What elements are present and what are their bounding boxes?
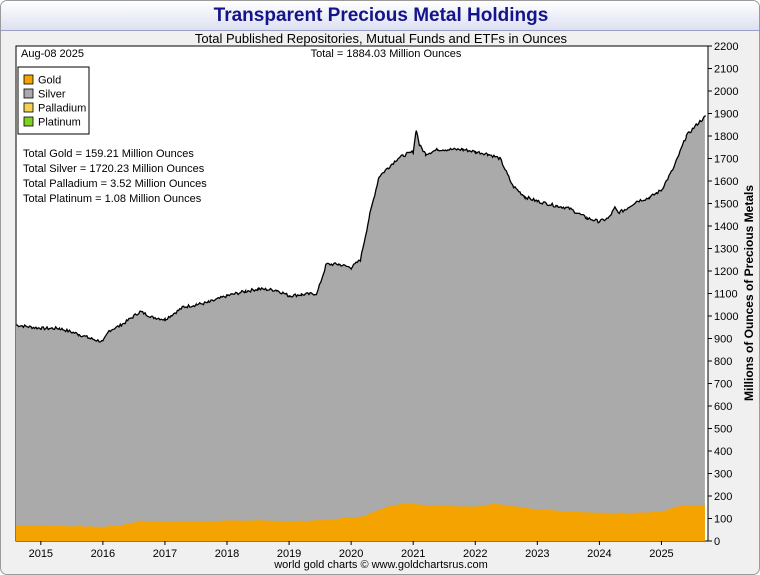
y-tick-label: 2200 (714, 41, 738, 53)
y-tick-label: 1500 (714, 199, 738, 211)
footer-credit: world gold charts © www.goldchartsrus.co… (274, 559, 488, 571)
legend-swatch-silver (23, 88, 34, 99)
y-tick-label: 800 (714, 356, 732, 368)
total-silver-text: Total Silver = 1720.23 Million Ounces (23, 163, 205, 175)
y-tick-label: 1700 (714, 154, 738, 166)
x-tick-label: 2020 (339, 548, 363, 560)
y-tick-label: 1600 (714, 176, 738, 188)
x-tick-label: 2021 (401, 548, 425, 560)
y-tick-label: 600 (714, 401, 732, 413)
totals-annotations: Total Gold = 159.21 Million Ounces Total… (23, 148, 207, 205)
y-tick-label: 2000 (714, 86, 738, 98)
y-tick-label: 400 (714, 446, 732, 458)
total-palladium-text: Total Palladium = 3.52 Million Ounces (23, 178, 207, 190)
y-tick-label: 1800 (714, 131, 738, 143)
total-gold-text: Total Gold = 159.21 Million Ounces (23, 148, 194, 160)
x-tick-label: 2015 (29, 548, 53, 560)
chart-subtitle: Total Published Repositories, Mutual Fun… (194, 31, 568, 46)
chart-title: Transparent Precious Metal Holdings (213, 5, 549, 26)
total-label: Total = 1884.03 Million Ounces (311, 48, 462, 60)
silver-area (16, 116, 705, 541)
y-tick-label: 1200 (714, 266, 738, 278)
legend-label-gold: Gold (38, 75, 61, 87)
legend-swatch-platinum (23, 116, 34, 127)
total-line (16, 114, 706, 343)
x-tick-label: 2019 (277, 548, 301, 560)
y-tick-label: 200 (714, 491, 732, 503)
date-label: Aug-08 2025 (21, 48, 84, 60)
y-tick-label: 2100 (714, 64, 738, 76)
legend-label-silver: Silver (38, 89, 66, 101)
y-axis-label: Millions of Ounces of Precious Metals (742, 185, 756, 401)
y-tick-label: 900 (714, 334, 732, 346)
y-tick-label: 700 (714, 379, 732, 391)
legend-label-platinum: Platinum (38, 117, 81, 129)
x-tick-label: 2022 (463, 548, 487, 560)
y-tick-label: 300 (714, 469, 732, 481)
y-axis: 0 100 200 300 400 500 600 700 800 900 1000 1100 1200… (708, 41, 738, 548)
y-tick-label: 1300 (714, 244, 738, 256)
x-tick-label: 2016 (91, 548, 115, 560)
y-tick-label: 1400 (714, 221, 738, 233)
gold-area (16, 503, 705, 541)
y-tick-label: 100 (714, 514, 732, 526)
legend-swatch-palladium (23, 102, 34, 113)
x-tick-label: 2023 (525, 548, 549, 560)
legend: Gold Silver Palladium Platinum (17, 66, 90, 135)
y-tick-label: 1900 (714, 109, 738, 121)
x-axis: 2015 2016 2017 2018 2019 2020 2021 2022 2023 2024… (29, 541, 674, 560)
x-tick-label: 2025 (649, 548, 673, 560)
total-platinum-text: Total Platinum = 1.08 Million Ounces (23, 193, 202, 205)
y-tick-label: 0 (714, 536, 720, 548)
y-tick-label: 1100 (714, 289, 738, 301)
x-tick-label: 2018 (215, 548, 239, 560)
legend-swatch-gold (23, 74, 34, 85)
x-tick-label: 2024 (587, 548, 611, 560)
title-bar (1, 1, 759, 31)
y-tick-label: 500 (714, 424, 732, 436)
y-tick-label: 1000 (714, 311, 738, 323)
x-tick-label: 2017 (153, 548, 177, 560)
legend-label-palladium: Palladium (38, 103, 86, 115)
